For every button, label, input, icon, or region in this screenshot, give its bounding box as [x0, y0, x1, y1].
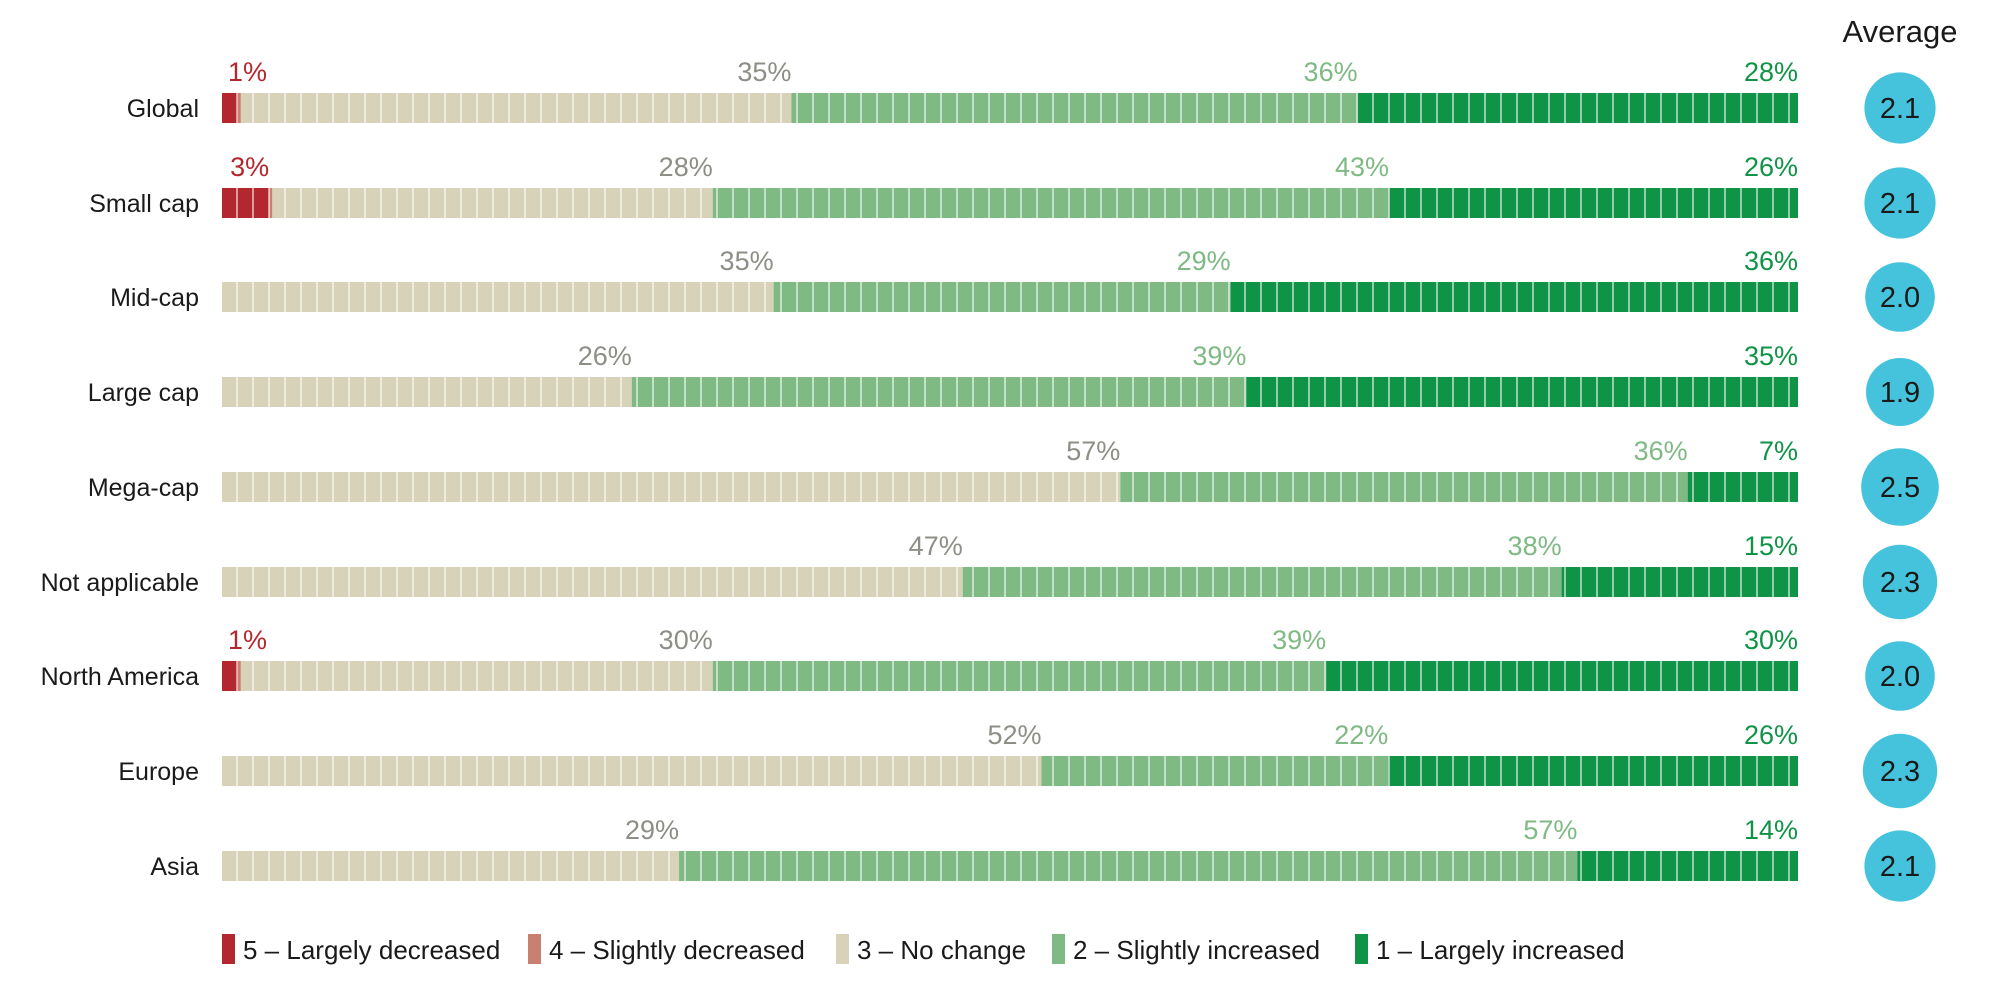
average-value-large-cap: 1.9 — [1880, 377, 1920, 409]
category-label-small-cap: Small cap — [89, 190, 199, 218]
legend-label-s3: 3 – No change — [857, 935, 1026, 965]
data-label-mid-cap-s5: 36% — [1744, 246, 1798, 276]
data-label-small-cap-s3: 28% — [659, 152, 713, 182]
legend-swatch-s1 — [222, 934, 235, 964]
data-label-global-s5: 28% — [1744, 57, 1798, 87]
data-label-europe-s4: 22% — [1334, 720, 1388, 750]
average-value-mega-cap: 2.5 — [1880, 472, 1920, 504]
data-label-north-america-s5: 30% — [1744, 625, 1798, 655]
bar-block-overlay-not-applicable — [222, 567, 1798, 597]
average-circle-large-cap — [1866, 358, 1934, 426]
data-label-mid-cap-s3: 35% — [720, 246, 774, 276]
average-value-north-america: 2.0 — [1880, 661, 1920, 693]
bar-block-overlay-europe — [222, 756, 1798, 786]
average-value-asia: 2.1 — [1880, 851, 1920, 883]
data-label-not-applicable-s3: 47% — [909, 531, 963, 561]
legend-label-s2: 4 – Slightly decreased — [549, 935, 805, 965]
legend-label-s4: 2 – Slightly increased — [1073, 935, 1320, 965]
data-label-mega-cap-s3: 57% — [1066, 436, 1120, 466]
data-label-small-cap-s1: 3% — [230, 152, 269, 182]
bar-block-overlay-global — [222, 93, 1798, 123]
average-circle-europe — [1862, 733, 1938, 809]
bar-block-overlay-mega-cap — [222, 472, 1798, 502]
bar-block-overlay-north-america — [222, 661, 1798, 691]
legend-swatch-s5 — [1355, 934, 1368, 964]
average-circle-small-cap — [1864, 167, 1936, 239]
legend-swatch-s3 — [836, 934, 849, 964]
category-label-north-america: North America — [41, 663, 199, 691]
data-label-global-s3: 35% — [737, 57, 791, 87]
average-circle-mid-cap — [1865, 262, 1935, 332]
data-label-north-america-s3: 30% — [659, 625, 713, 655]
data-label-europe-s5: 26% — [1744, 720, 1798, 750]
average-value-global: 2.1 — [1880, 93, 1920, 125]
data-label-large-cap-s4: 39% — [1192, 341, 1246, 371]
bar-block-overlay-large-cap — [222, 377, 1798, 407]
average-value-small-cap: 2.1 — [1880, 188, 1920, 220]
average-circle-global — [1864, 72, 1936, 144]
data-label-north-america-s1: 1% — [228, 625, 267, 655]
average-value-not-applicable: 2.3 — [1880, 567, 1920, 599]
category-label-global: Global — [127, 95, 199, 123]
category-label-asia: Asia — [150, 853, 199, 881]
average-value-europe: 2.3 — [1880, 756, 1920, 788]
average-circle-not-applicable — [1862, 544, 1938, 620]
average-title: Average — [1843, 14, 1958, 49]
legend-swatch-s2 — [528, 934, 541, 964]
data-label-large-cap-s3: 26% — [578, 341, 632, 371]
legend-swatch-s4 — [1052, 934, 1065, 964]
category-label-large-cap: Large cap — [88, 379, 199, 407]
category-label-mega-cap: Mega-cap — [88, 474, 199, 502]
data-label-asia-s4: 57% — [1523, 815, 1577, 845]
data-label-north-america-s4: 39% — [1272, 625, 1326, 655]
average-circle-asia — [1864, 830, 1936, 902]
bar-block-overlay-asia — [222, 851, 1798, 881]
data-label-mega-cap-s5: 7% — [1759, 436, 1798, 466]
data-label-europe-s3: 52% — [987, 720, 1041, 750]
data-label-not-applicable-s5: 15% — [1744, 531, 1798, 561]
data-label-small-cap-s4: 43% — [1335, 152, 1389, 182]
legend-label-s5: 1 – Largely increased — [1376, 935, 1625, 965]
bar-block-overlay-mid-cap — [222, 282, 1798, 312]
average-value-mid-cap: 2.0 — [1880, 282, 1920, 314]
data-label-large-cap-s5: 35% — [1744, 341, 1798, 371]
category-label-mid-cap: Mid-cap — [110, 284, 199, 312]
data-label-global-s4: 36% — [1304, 57, 1358, 87]
category-label-not-applicable: Not applicable — [41, 569, 199, 597]
data-label-asia-s3: 29% — [625, 815, 679, 845]
average-circle-mega-cap — [1861, 448, 1939, 526]
data-label-small-cap-s5: 26% — [1744, 152, 1798, 182]
data-label-not-applicable-s4: 38% — [1508, 531, 1562, 561]
data-label-mega-cap-s4: 36% — [1634, 436, 1688, 466]
data-label-global-s1: 1% — [228, 57, 267, 87]
average-circle-north-america — [1865, 641, 1935, 711]
data-label-asia-s5: 14% — [1744, 815, 1798, 845]
legend-label-s1: 5 – Largely decreased — [243, 935, 500, 965]
bar-block-overlay-small-cap — [222, 188, 1798, 218]
data-label-mid-cap-s4: 29% — [1177, 246, 1231, 276]
category-label-europe: Europe — [118, 758, 199, 786]
